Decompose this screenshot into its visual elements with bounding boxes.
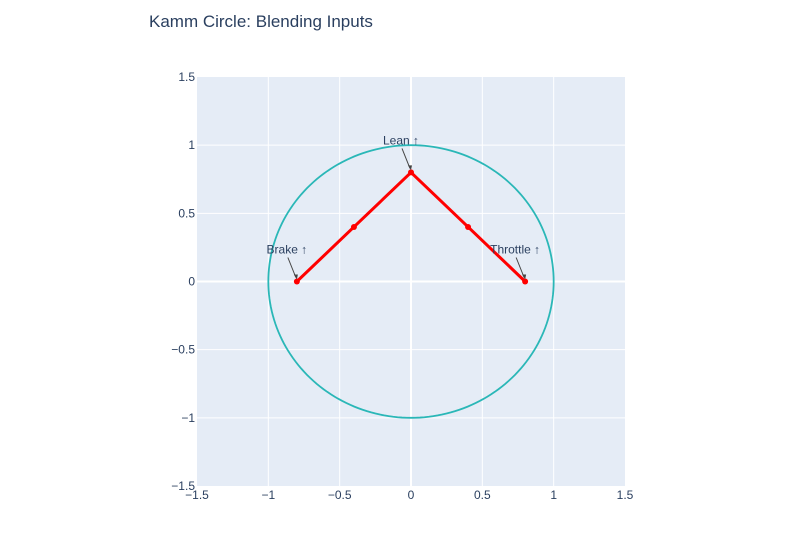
data-point: [293, 278, 300, 285]
data-point: [350, 223, 357, 230]
y-tick-label: 0: [188, 275, 195, 289]
y-tick-label: −1: [181, 411, 195, 425]
series-layer: [267, 144, 555, 419]
x-tick-label: 0.5: [474, 488, 491, 502]
annotation-arrowhead: [293, 274, 298, 280]
x-tick-label: −1: [261, 488, 275, 502]
annotation-arrowhead: [408, 165, 412, 171]
annotation-arrowhead: [522, 274, 527, 280]
annotation-arrow: [515, 257, 525, 278]
annotation-layer: Brake ↑ Lean ↑ Throttle ↑: [267, 133, 540, 280]
y-tick-label: −1.5: [171, 479, 195, 493]
data-point: [522, 278, 529, 285]
circle-trace: [267, 144, 555, 419]
x-tick-label: −0.5: [328, 488, 352, 502]
x-tick-label: −1.5: [185, 488, 209, 502]
data-point: [408, 169, 414, 176]
y-tick-label: 0.5: [178, 206, 195, 220]
tick-layer: −1.5 −1 −0.5 0 0.5 1 1.5 −1.5 −1 −0.5 0 0.5 1 1.5: [171, 70, 633, 502]
x-tick-label: 1.5: [617, 488, 634, 502]
y-tick-label: −0.5: [171, 343, 195, 357]
x-tick-label: 1: [550, 488, 557, 502]
chart-title: Kamm Circle: Blending Inputs: [149, 12, 373, 31]
annotation-arrow: [287, 257, 297, 278]
data-point: [465, 223, 472, 230]
annotation-label: Brake ↑: [267, 243, 308, 257]
y-tick-label: 1.5: [178, 70, 195, 84]
annotation-label: Throttle ↑: [490, 243, 540, 257]
annotation-arrow: [401, 148, 411, 169]
annotation-label: Lean ↑: [383, 133, 419, 147]
x-tick-label: 0: [408, 488, 415, 502]
y-tick-label: 1: [188, 138, 195, 152]
